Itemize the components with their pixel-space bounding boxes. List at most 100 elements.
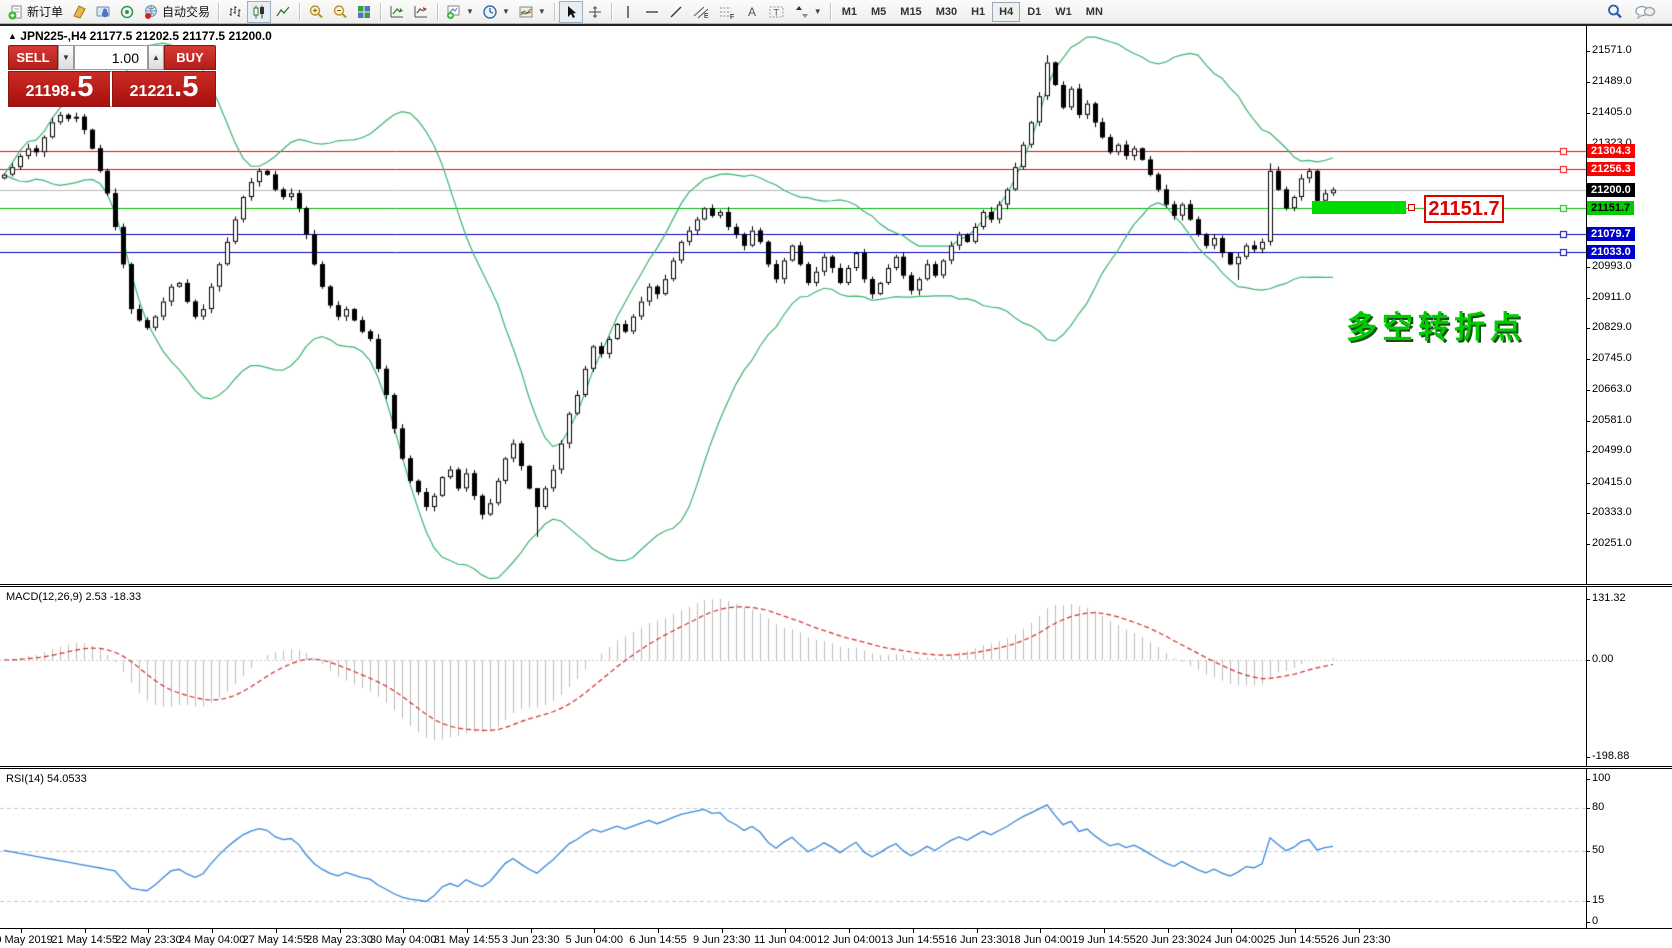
search-icon[interactable] (1606, 3, 1624, 21)
symbol-collapse-icon[interactable]: ▲ (8, 31, 17, 41)
equidistant-channel-button[interactable]: E (688, 1, 714, 23)
macd-axis-line[interactable] (1586, 587, 1587, 766)
rsi-canvas[interactable] (0, 769, 1586, 928)
cursor-icon (567, 5, 576, 18)
bar-chart-icon (229, 5, 241, 17)
zoom-in-icon (309, 4, 323, 18)
rsi-axis-label: 0 (1592, 915, 1599, 927)
time-axis-label: 16 Jun 23:30 (944, 934, 1009, 946)
tab-timeframe-w1[interactable]: W1 (1055, 5, 1072, 18)
macd-axis-tick (1586, 757, 1590, 758)
sell-button[interactable]: SELL (8, 45, 58, 70)
candlestick-chart-icon (253, 5, 265, 18)
price-line-badge[interactable]: 21200.0 (1587, 182, 1635, 197)
zoom-out-button[interactable] (328, 1, 352, 23)
macd-canvas[interactable] (0, 587, 1586, 766)
rsi-axis-label: 50 (1592, 843, 1605, 856)
template-dropdown[interactable]: ▼ (514, 1, 550, 23)
chart-shift-button[interactable] (409, 1, 433, 23)
time-axis-tick (785, 929, 787, 933)
horizontal-line-button[interactable] (640, 1, 664, 23)
rsi-axis-label: 80 (1592, 800, 1605, 813)
time-axis-label: 20 May 2019 (0, 934, 53, 946)
text-button[interactable]: A (740, 1, 764, 23)
time-axis-label: 31 May 14:55 (433, 934, 501, 946)
candlestick-chart-button[interactable] (247, 0, 272, 23)
rsi-axis-line[interactable] (1586, 769, 1587, 928)
time-axis-label: 5 Jun 04:00 (565, 934, 624, 946)
rsi-label: RSI(14) 54.0533 (6, 773, 87, 785)
time-axis-label: 18 Jun 04:00 (1008, 934, 1072, 946)
auto-scroll-button[interactable] (385, 1, 409, 23)
time-axis-label: 6 Jun 14:55 (629, 934, 687, 946)
price-line-badge[interactable]: 21256.3 (1587, 161, 1635, 176)
tile-windows-icon (358, 5, 371, 18)
svg-text:E: E (704, 13, 709, 20)
turning-point-annotation[interactable]: 多空转折点 (1346, 310, 1526, 345)
buy-price-main: 21221 (129, 83, 175, 100)
tile-windows-button[interactable] (352, 1, 376, 23)
tab-timeframe-h1[interactable]: H1 (971, 5, 986, 18)
text-label-button[interactable]: T (764, 1, 790, 23)
macd-axis-label: -198.88 (1592, 750, 1630, 762)
time-axis-tick (530, 929, 532, 933)
price-callout-box[interactable]: 21151.7 (1424, 195, 1504, 223)
time-axis-label: 9 Jun 23:30 (692, 934, 751, 946)
buy-button[interactable]: BUY (164, 45, 216, 70)
cursor-button[interactable] (558, 0, 583, 23)
vertical-line-button[interactable] (616, 1, 640, 23)
trendline-button[interactable] (664, 1, 688, 23)
auto-scroll-icon (390, 5, 404, 17)
price-chart-canvas[interactable] (0, 26, 1586, 584)
fibonacci-button[interactable]: F (714, 1, 740, 23)
volume-input[interactable]: 1.00 (74, 45, 148, 70)
new-order-button[interactable]: 新订单 (4, 1, 67, 23)
community-chat-icon[interactable] (1634, 4, 1656, 20)
price-line-badge[interactable]: 21033.0 (1587, 244, 1635, 259)
toolbar-separator (299, 2, 301, 21)
crosshair-button[interactable] (583, 1, 607, 23)
tab-timeframe-m1[interactable]: M1 (841, 5, 857, 18)
panel-divider[interactable] (0, 766, 1672, 769)
periodicity-dropdown[interactable]: ▼ (478, 1, 514, 23)
sell-price-display[interactable]: 21198.5 (8, 71, 112, 107)
arrows-dropdown[interactable]: ▼ (790, 1, 826, 23)
zoom-in-button[interactable] (304, 1, 328, 23)
time-axis-label: 24 Jun 04:00 (1199, 934, 1264, 946)
autotrading-button[interactable]: 自动交易 (139, 1, 214, 23)
price-axis-tick (1586, 483, 1590, 484)
vertical-line-icon (627, 5, 629, 18)
chart-title: ▲ JPN225-,H4 21177.5 21202.5 21177.5 212… (8, 29, 272, 43)
panel-divider[interactable] (0, 584, 1672, 587)
signal-button[interactable] (115, 1, 139, 23)
toolbar-separator (380, 2, 382, 21)
volume-down-button[interactable]: ▼ (58, 45, 74, 70)
bar-chart-button[interactable] (223, 1, 247, 23)
green-highlight-bar[interactable] (1312, 201, 1406, 214)
time-axis-tick (912, 929, 914, 933)
buy-price-display[interactable]: 21221.5 (112, 71, 216, 107)
tab-timeframe-m5[interactable]: M5 (871, 5, 887, 18)
tab-timeframe-h4[interactable]: H4 (992, 1, 1021, 22)
gold-note-button[interactable] (67, 1, 91, 23)
time-axis-tick (212, 929, 214, 933)
tab-timeframe-d1[interactable]: D1 (1027, 5, 1042, 18)
time-axis-label: 25 Jun 14:55 (1263, 934, 1327, 946)
volume-up-button[interactable]: ▲ (148, 45, 164, 70)
line-chart-button[interactable] (271, 1, 295, 23)
price-axis-label: 21571.0 (1592, 44, 1632, 56)
new-chart-dropdown[interactable]: ▼ (442, 1, 478, 23)
time-axis-tick (594, 929, 596, 933)
time-axis-label: 21 May 14:55 (51, 934, 119, 946)
price-line-badge[interactable]: 21151.7 (1587, 200, 1635, 215)
tab-timeframe-mn[interactable]: MN (1085, 5, 1103, 18)
price-line-badge[interactable]: 21304.3 (1587, 143, 1635, 158)
tab-timeframe-m15[interactable]: M15 (900, 5, 922, 18)
tab-timeframe-m30[interactable]: M30 (935, 5, 958, 18)
price-axis-line[interactable] (1586, 26, 1587, 584)
profile-button[interactable] (91, 1, 115, 23)
price-axis-label: 20663.0 (1592, 383, 1632, 396)
callout-anchor-marker[interactable] (1408, 204, 1415, 211)
price-line-badge[interactable]: 21079.7 (1587, 227, 1635, 242)
